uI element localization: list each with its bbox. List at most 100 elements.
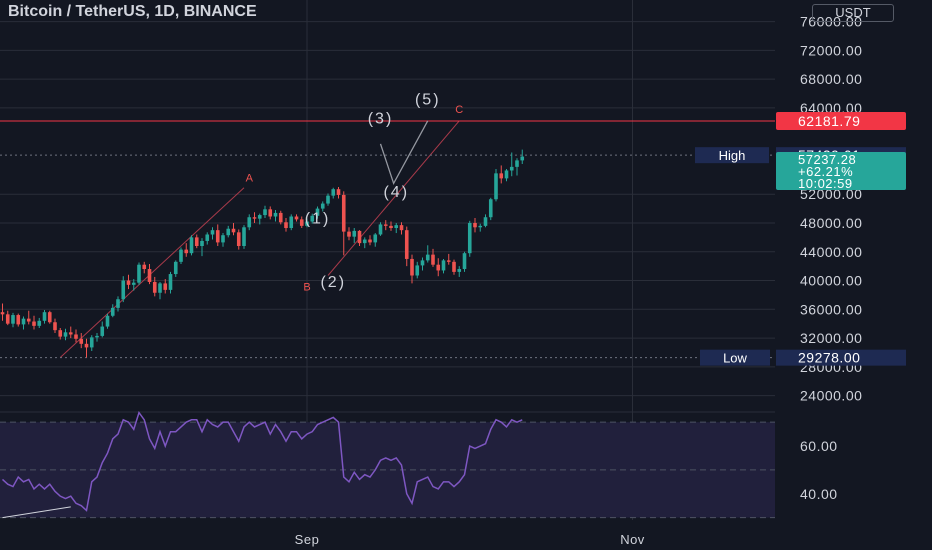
candle-body[interactable]: [210, 230, 215, 235]
candle-body[interactable]: [515, 160, 519, 167]
candle-body[interactable]: [289, 216, 294, 229]
candle-body[interactable]: [252, 217, 257, 219]
candle-body[interactable]: [184, 249, 189, 254]
candle-body[interactable]: [0, 312, 5, 315]
candle-body[interactable]: [42, 312, 47, 321]
candle-body[interactable]: [310, 215, 315, 222]
candle-body[interactable]: [263, 209, 267, 216]
candle-body[interactable]: [131, 282, 136, 285]
candle-body[interactable]: [326, 195, 330, 204]
candle-body[interactable]: [278, 212, 283, 223]
candle-body[interactable]: [194, 237, 199, 246]
candle-body[interactable]: [431, 254, 435, 265]
candle-body[interactable]: [425, 254, 430, 261]
candle-body[interactable]: [404, 230, 409, 259]
candle-body[interactable]: [32, 321, 36, 326]
candle-body[interactable]: [378, 224, 383, 235]
candle-body[interactable]: [415, 265, 420, 276]
candle-body[interactable]: [315, 208, 320, 216]
candle-body[interactable]: [158, 283, 162, 293]
candle-body[interactable]: [394, 225, 399, 229]
candle-body[interactable]: [142, 264, 147, 270]
candle-body[interactable]: [341, 194, 346, 232]
candle-body[interactable]: [520, 156, 525, 161]
candle-body[interactable]: [352, 230, 357, 237]
candle-body[interactable]: [47, 312, 52, 323]
candle-body[interactable]: [273, 212, 278, 217]
candle-body[interactable]: [331, 189, 336, 196]
candle-body[interactable]: [173, 261, 178, 275]
candle-body[interactable]: [147, 269, 152, 282]
candle-body[interactable]: [362, 239, 367, 244]
candle-body[interactable]: [63, 332, 68, 337]
candle-body[interactable]: [473, 222, 477, 228]
candle-body[interactable]: [509, 166, 514, 171]
candle-body[interactable]: [294, 216, 299, 220]
candle-body[interactable]: [488, 199, 493, 218]
candle-body[interactable]: [284, 222, 288, 229]
candle-body[interactable]: [37, 320, 42, 326]
candle-body[interactable]: [53, 322, 57, 331]
candle-body[interactable]: [357, 230, 362, 244]
candle-body[interactable]: [247, 217, 252, 228]
candle-body[interactable]: [478, 225, 483, 228]
candle-body[interactable]: [368, 239, 372, 243]
candle-body[interactable]: [446, 260, 451, 262]
candle-body[interactable]: [100, 326, 105, 336]
candle-body[interactable]: [436, 264, 441, 271]
candle-body[interactable]: [116, 299, 120, 308]
candle-body[interactable]: [320, 203, 325, 209]
candle-body[interactable]: [137, 264, 141, 283]
candle-body[interactable]: [58, 330, 63, 337]
candle-body[interactable]: [179, 249, 183, 262]
candle-body[interactable]: [420, 260, 425, 266]
candle-body[interactable]: [457, 269, 462, 272]
candle-body[interactable]: [504, 170, 509, 179]
candle-body[interactable]: [499, 173, 504, 179]
candle-body[interactable]: [462, 253, 467, 270]
candle-body[interactable]: [95, 335, 99, 338]
candle-body[interactable]: [110, 307, 115, 316]
candle-body[interactable]: [441, 260, 446, 271]
candle-body[interactable]: [242, 227, 246, 246]
candle-body[interactable]: [74, 334, 78, 339]
candle-body[interactable]: [21, 318, 26, 325]
candle-body[interactable]: [163, 283, 168, 290]
candle-body[interactable]: [5, 314, 10, 324]
candle-body[interactable]: [200, 240, 204, 246]
candle-body[interactable]: [152, 281, 157, 293]
resistance-price-box[interactable]: [776, 111, 906, 130]
candle-body[interactable]: [68, 332, 73, 335]
candle-body[interactable]: [79, 338, 84, 344]
currency-selector[interactable]: USDT: [812, 4, 894, 22]
candle-body[interactable]: [84, 343, 89, 348]
candle-body[interactable]: [121, 280, 126, 300]
candle-body[interactable]: [373, 234, 378, 243]
last-price-box[interactable]: [776, 152, 906, 190]
candle-body[interactable]: [26, 318, 31, 322]
candle-body[interactable]: [336, 189, 341, 195]
candle-body[interactable]: [268, 209, 273, 217]
candle-body[interactable]: [126, 280, 131, 285]
candle-body[interactable]: [399, 225, 404, 231]
candle-body[interactable]: [389, 225, 393, 229]
candle-body[interactable]: [89, 337, 94, 348]
candle-body[interactable]: [16, 315, 21, 325]
candle-body[interactable]: [483, 217, 488, 226]
candle-body[interactable]: [11, 315, 15, 324]
candle-body[interactable]: [347, 231, 351, 237]
candle-body[interactable]: [221, 235, 225, 243]
candle-body[interactable]: [189, 237, 194, 254]
candle-body[interactable]: [205, 234, 210, 241]
candle-body[interactable]: [236, 232, 241, 246]
candle-body[interactable]: [299, 219, 304, 226]
candle-body[interactable]: [226, 228, 231, 236]
candle-body[interactable]: [231, 228, 236, 233]
candle-body[interactable]: [305, 221, 309, 226]
candle-body[interactable]: [215, 230, 220, 243]
candle-body[interactable]: [494, 173, 498, 200]
candle-body[interactable]: [257, 215, 262, 219]
candle-body[interactable]: [168, 274, 173, 290]
candle-body[interactable]: [467, 222, 472, 254]
